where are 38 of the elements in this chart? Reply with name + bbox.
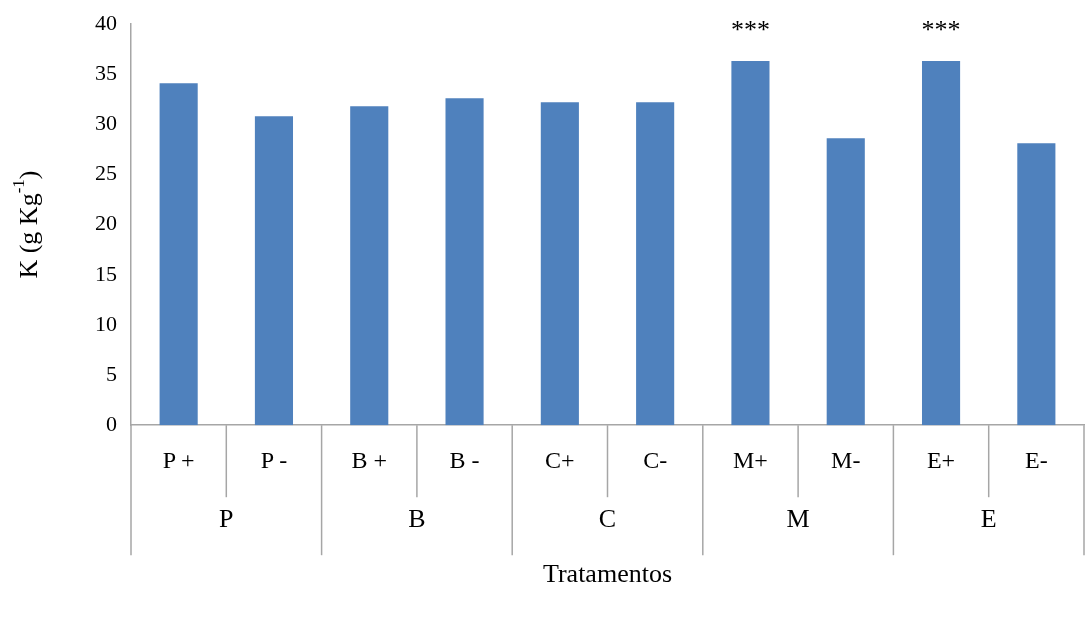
- bar: [636, 102, 675, 426]
- x-tick-label: B +: [351, 446, 388, 473]
- x-tick-label: B -: [449, 446, 480, 473]
- bar: [731, 61, 770, 426]
- x-tick-label: C-: [643, 446, 668, 473]
- x-tick-label: P +: [162, 446, 195, 473]
- x-tick-label: M-: [831, 446, 861, 473]
- text: M: [786, 504, 810, 534]
- bar: [540, 102, 579, 426]
- y-tick-label: 0: [106, 410, 117, 436]
- y-tick-label: 25: [95, 160, 117, 186]
- y-axis-title: K (g Kg-1): [9, 170, 43, 279]
- annotation: ***: [921, 14, 961, 44]
- bar: [1017, 143, 1056, 426]
- y-tick-label: 40: [95, 9, 117, 35]
- x-tick-label: E-: [1025, 446, 1048, 473]
- bar: [921, 61, 961, 426]
- bar: [159, 83, 198, 426]
- x-axis-title: Tratamentos: [542, 559, 673, 589]
- y-tick-label: 35: [95, 59, 117, 85]
- y-tick-label: 10: [95, 310, 117, 336]
- bar: [254, 116, 294, 426]
- text: C: [598, 504, 617, 534]
- x-tick-label: M+: [733, 446, 768, 473]
- x-tick-label: E+: [926, 446, 956, 473]
- text: B: [408, 504, 426, 534]
- text: E: [980, 504, 997, 534]
- y-tick-label: 20: [95, 210, 117, 236]
- text: P: [219, 504, 234, 534]
- y-tick-label: 5: [106, 360, 117, 386]
- y-tick-label: 30: [95, 110, 117, 136]
- y-tick-label: 15: [95, 260, 117, 286]
- bar: [826, 138, 865, 426]
- x-tick-label: C+: [545, 446, 575, 473]
- annotation: ***: [730, 14, 770, 44]
- x-tick-label: P -: [260, 446, 288, 473]
- bar: [445, 98, 484, 426]
- bar: [350, 106, 389, 426]
